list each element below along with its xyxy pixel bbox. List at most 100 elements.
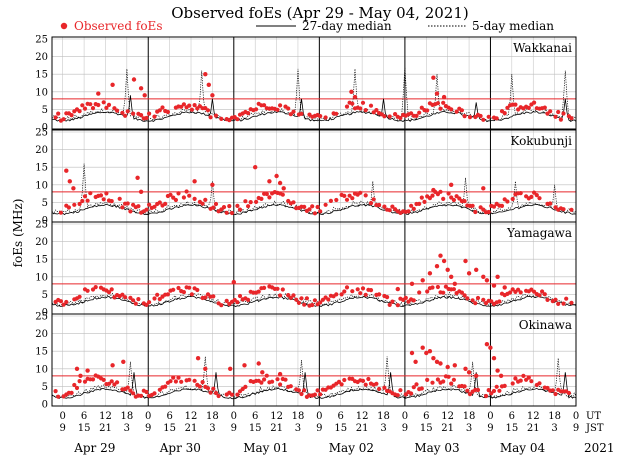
x-tick-ut: 12	[527, 411, 540, 422]
observed-point	[131, 111, 136, 116]
observed-point	[409, 203, 414, 208]
observed-point	[510, 196, 515, 202]
observed-point	[219, 303, 224, 308]
observed-point	[77, 109, 82, 114]
observed-point	[435, 101, 440, 106]
observed-point	[467, 115, 473, 120]
observed-point	[72, 202, 77, 207]
x-tick-jst: 9	[145, 423, 151, 434]
observed-point	[101, 377, 106, 382]
y-tick-label: 15	[35, 70, 48, 81]
observed-point	[387, 208, 392, 213]
observed-point	[123, 113, 128, 118]
observed-point	[390, 204, 395, 209]
observed-point	[144, 115, 149, 121]
observed-point	[360, 100, 366, 105]
observed-point	[481, 117, 486, 122]
observed-point	[411, 385, 416, 390]
observed-point	[254, 107, 259, 112]
y-tick-label: 20	[35, 52, 48, 63]
observed-point	[558, 117, 564, 122]
observed-point	[139, 393, 144, 398]
observed-point	[144, 389, 149, 395]
y-tick-label: 0	[42, 308, 48, 319]
observed-point	[334, 197, 339, 203]
observed-point	[171, 375, 176, 380]
observed-point	[121, 359, 126, 364]
x-tick-ut: 18	[377, 411, 390, 422]
observed-point	[264, 191, 269, 197]
observed-point	[131, 298, 136, 303]
observed-point	[334, 292, 339, 297]
observed-point	[462, 384, 467, 389]
year-label: 2021	[584, 441, 615, 455]
observed-point	[168, 379, 173, 384]
observed-point	[315, 204, 320, 210]
observed-point	[409, 111, 414, 116]
observed-point	[406, 209, 411, 214]
observed-point	[452, 363, 457, 368]
observed-point	[382, 114, 387, 119]
observed-point	[494, 116, 499, 121]
observed-point	[82, 106, 88, 111]
observed-point	[288, 112, 293, 117]
observed-point	[192, 179, 197, 184]
x-tick-ut: 18	[292, 411, 305, 422]
x-tick-jst: 3	[551, 423, 557, 434]
day-label: Apr 29	[73, 441, 115, 455]
observed-point	[377, 292, 382, 297]
observed-point	[449, 381, 454, 386]
observed-point	[216, 393, 221, 399]
observed-point	[495, 274, 500, 279]
observed-point	[403, 295, 408, 300]
observed-point	[101, 197, 106, 202]
observed-point	[138, 189, 144, 194]
median-5day-line	[51, 67, 577, 122]
observed-point	[110, 363, 115, 368]
observed-point	[457, 196, 462, 201]
x-tick-ut: 6	[166, 411, 172, 422]
observed-point	[368, 103, 374, 108]
observed-point	[224, 210, 229, 215]
x-tick-jst: 3	[295, 423, 301, 434]
observed-point	[491, 283, 497, 288]
observed-point	[125, 385, 130, 390]
observed-point	[275, 107, 280, 112]
observed-point	[203, 197, 208, 202]
y-tick-label: 5	[42, 382, 48, 393]
observed-point	[358, 291, 363, 296]
observed-point	[278, 103, 283, 108]
observed-point	[540, 289, 545, 294]
observed-point	[173, 379, 178, 384]
observed-point	[315, 388, 320, 393]
observed-point	[187, 103, 192, 108]
observed-point	[78, 373, 83, 378]
observed-point	[518, 191, 523, 196]
observed-point	[441, 379, 446, 384]
observed-point	[466, 271, 472, 276]
observed-point	[451, 287, 456, 292]
observed-point	[350, 101, 355, 106]
observed-point	[395, 286, 400, 292]
observed-point	[463, 258, 468, 264]
observed-point	[342, 193, 347, 198]
observed-point	[157, 297, 162, 302]
observed-point	[259, 380, 264, 385]
observed-point	[165, 292, 170, 297]
observed-point	[377, 202, 382, 208]
observed-point	[360, 378, 366, 383]
observed-point	[157, 200, 162, 205]
y-tick-label: 15	[35, 255, 48, 266]
observed-point	[181, 195, 186, 200]
observed-point	[473, 209, 478, 215]
observed-point	[537, 293, 542, 298]
observed-point	[235, 300, 240, 305]
observed-point	[109, 287, 114, 292]
observed-point	[542, 105, 547, 110]
observed-point	[502, 285, 507, 290]
observed-point	[425, 108, 430, 113]
observed-point	[424, 350, 429, 356]
observed-point	[278, 382, 283, 387]
observed-point	[318, 392, 323, 397]
observed-point	[128, 295, 133, 300]
